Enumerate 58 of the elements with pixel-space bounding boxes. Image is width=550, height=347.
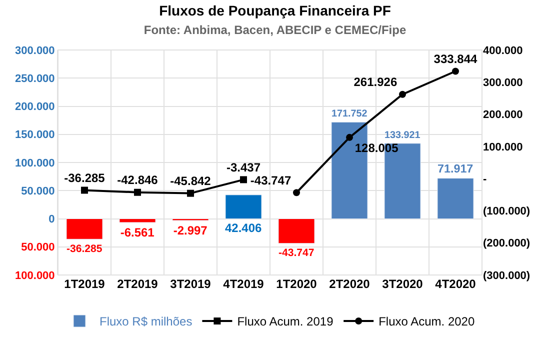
- data-label: -45.842: [170, 174, 212, 188]
- x-tick-label: 3T2019: [170, 277, 212, 291]
- point: [81, 186, 88, 194]
- bar: [225, 194, 262, 219]
- data-label: -43.747: [250, 173, 292, 188]
- y2-tick-label: 100.000: [483, 141, 523, 154]
- data-label: -43.747: [278, 247, 314, 260]
- point: [187, 190, 194, 197]
- x-tick-label: 4T2020: [435, 277, 476, 291]
- x-tick-label: 1T2019: [64, 277, 106, 291]
- legend-label: Fluxo Acum. 2020: [378, 314, 475, 329]
- y-tick-label: 100.000: [15, 157, 55, 170]
- y2-tick-label: (300.000): [483, 270, 530, 282]
- y-tick-label: 150.000: [15, 129, 55, 142]
- y-tick-label: 50.000: [21, 242, 55, 254]
- point: [293, 189, 300, 196]
- data-label: -6.561: [120, 225, 155, 240]
- y-tick-label: 300.000: [15, 44, 55, 57]
- point: [346, 134, 353, 141]
- data-label: 261.926: [354, 75, 398, 90]
- data-label: 71.917: [438, 162, 474, 176]
- legend-label: Fluxo R$ milhões: [100, 314, 192, 329]
- y-tick-label: 250.000: [15, 72, 55, 85]
- y2-tick-label: (100.000): [483, 206, 530, 218]
- chart-title: Fluxos de Poupança Financeira PF: [159, 2, 392, 19]
- chart-subtitle: Fonte: Anbima, Bacen, ABECIP e CEMEC/Fipe: [144, 22, 406, 37]
- point: [452, 68, 459, 75]
- bar: [278, 218, 315, 244]
- y2-tick-label: -: [483, 173, 487, 186]
- y2-tick-label: 300.000: [483, 76, 523, 89]
- y-tick-label: 100.000: [15, 270, 55, 282]
- y-tick-label: 0: [48, 214, 55, 226]
- data-label: -36.285: [66, 242, 102, 255]
- legend-label: Fluxo Acum. 2019: [237, 314, 334, 329]
- y2-tick-label: 400.000: [483, 44, 523, 57]
- y-tick-label: 50.000: [21, 185, 55, 198]
- x-tick-label: 2T2020: [329, 277, 370, 291]
- x-tick-label: 1T2020: [276, 277, 318, 291]
- y2-tick-label: 200.000: [483, 109, 523, 122]
- data-label: 171.752: [332, 108, 368, 120]
- bar: [66, 218, 103, 240]
- point: [134, 188, 141, 196]
- data-label: -3.437: [226, 160, 261, 174]
- data-label: -36.285: [64, 170, 106, 185]
- bar: [437, 178, 474, 219]
- data-label: 42.406: [225, 221, 262, 235]
- bar: [119, 218, 156, 223]
- x-tick-label: 4T2019: [223, 277, 264, 291]
- data-label: -2.997: [173, 223, 208, 238]
- y2-tick-label: (200.000): [483, 238, 530, 250]
- data-label: 333.844: [434, 52, 478, 66]
- x-tick-label: 3T2020: [382, 277, 424, 291]
- point: [240, 176, 247, 184]
- point: [399, 90, 406, 98]
- data-label: -42.846: [117, 172, 158, 187]
- data-label: 133.921: [384, 130, 421, 141]
- y-tick-label: 200.000: [15, 101, 55, 114]
- x-tick-label: 2T2019: [117, 277, 158, 291]
